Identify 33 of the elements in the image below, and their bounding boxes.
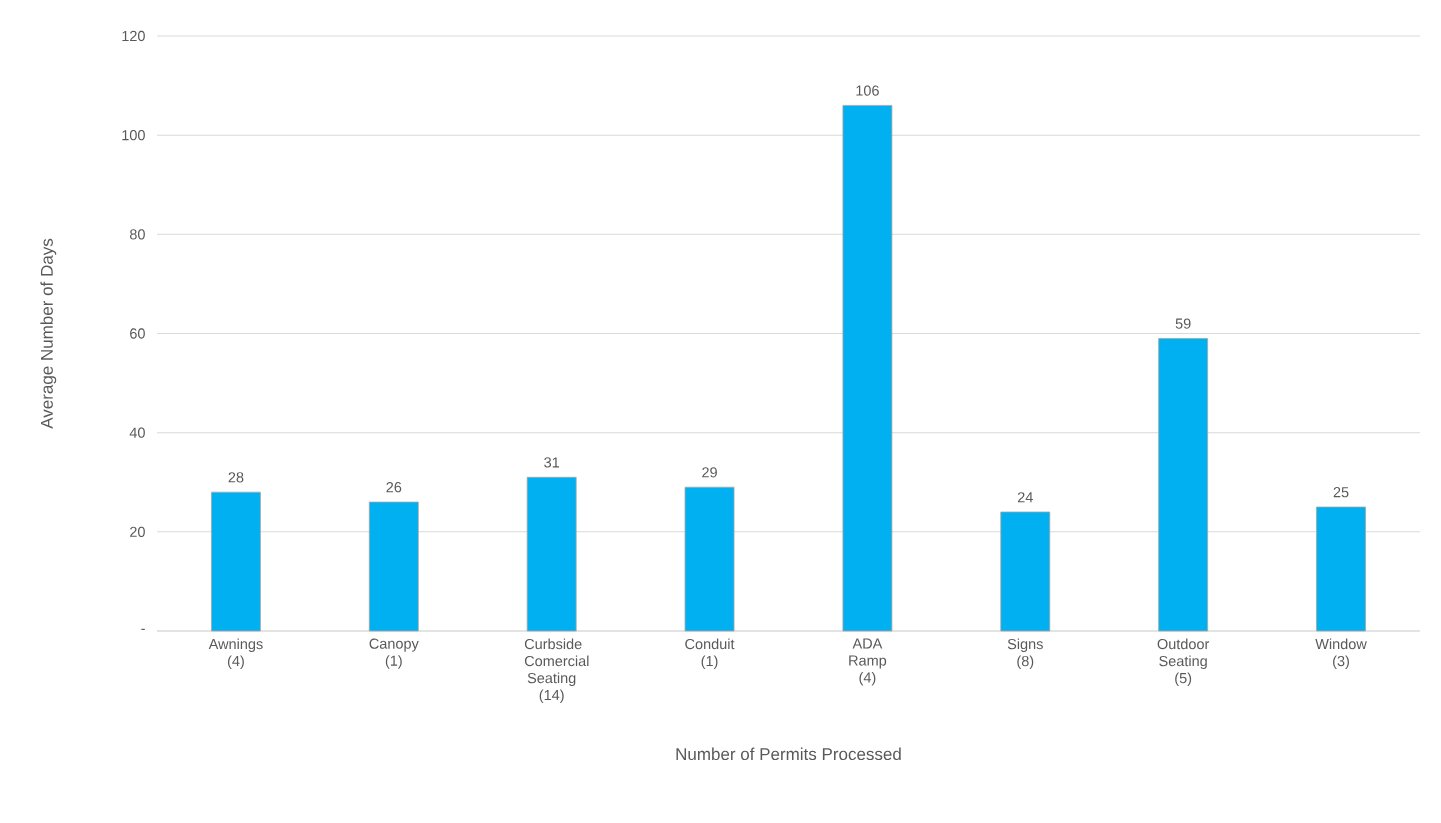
bar [526,476,577,632]
x-axis-title: Number of Permits Processed [676,747,901,761]
y-tick-label: 100 [122,130,145,141]
x-tick-label: Signs (8) [1007,638,1043,670]
x-tick-label: Curbside Comercial Seating (14) [524,638,589,704]
data-label: 25 [1333,487,1349,498]
y-tick-label: 80 [129,229,145,240]
x-tick-label: Window (3) [1315,638,1367,670]
data-label: 59 [1175,318,1191,329]
x-tick-label: Awnings (4) [208,638,263,670]
bar [842,105,893,632]
x-tick-label: Canopy (1) [369,638,419,669]
data-label: 31 [544,457,560,468]
y-tick-label: 60 [130,328,145,339]
bar [684,486,735,632]
y-tick-label: 40 [129,427,145,438]
y-tick-label: 120 [122,30,145,42]
bar [211,491,261,632]
y-tick-label: - [141,628,145,630]
bar [368,501,419,632]
data-label: 106 [856,85,879,96]
data-label: 29 [702,467,717,478]
data-label: 28 [228,472,244,483]
bar [1158,338,1209,632]
y-axis-title: Average Number of Days [40,238,57,429]
y-tick-label: 20 [130,526,145,537]
bar [1000,511,1051,632]
x-tick-label: ADA Ramp (4) [849,638,887,686]
bar [1316,506,1366,632]
data-label: 26 [386,482,402,493]
x-tick-label: Outdoor Seating (5) [1157,638,1210,687]
x-tick-label: Conduit (1) [685,638,735,670]
data-label: 24 [1017,492,1033,503]
